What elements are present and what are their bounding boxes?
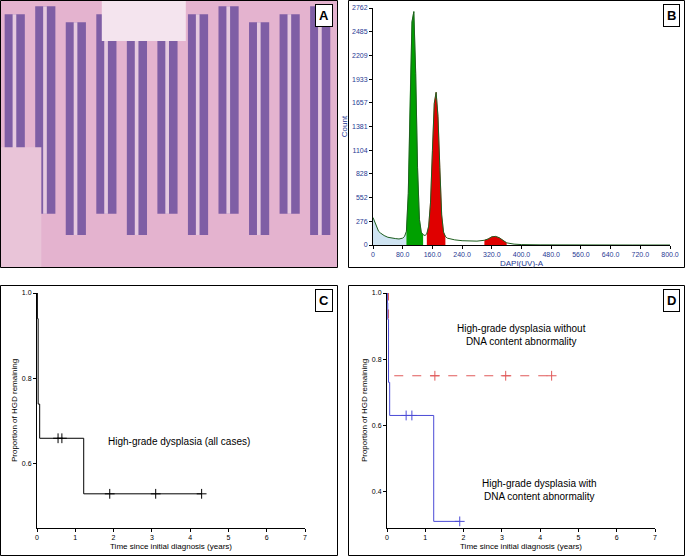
svg-text:6: 6 bbox=[615, 534, 619, 541]
svg-text:C: C bbox=[319, 293, 329, 308]
svg-text:276: 276 bbox=[356, 218, 368, 225]
svg-text:6: 6 bbox=[265, 534, 269, 541]
svg-text:480.0: 480.0 bbox=[542, 251, 560, 258]
svg-text:7: 7 bbox=[303, 534, 307, 541]
svg-text:High-grade dysplasia (all case: High-grade dysplasia (all cases) bbox=[108, 436, 250, 447]
svg-text:640.0: 640.0 bbox=[602, 251, 620, 258]
svg-text:2762: 2762 bbox=[352, 4, 368, 11]
svg-text:552: 552 bbox=[356, 194, 368, 201]
svg-text:High-grade dysplasia withDNA c: High-grade dysplasia withDNA content abn… bbox=[482, 478, 597, 502]
svg-text:400.0: 400.0 bbox=[513, 251, 531, 258]
svg-text:1657: 1657 bbox=[352, 99, 368, 106]
svg-text:0.4: 0.4 bbox=[372, 488, 382, 495]
svg-text:1381: 1381 bbox=[352, 123, 368, 130]
svg-text:3: 3 bbox=[500, 534, 504, 541]
svg-text:0: 0 bbox=[371, 251, 375, 258]
svg-text:Time since initial diagnosis (: Time since initial diagnosis (years) bbox=[110, 542, 232, 551]
svg-text:Count: Count bbox=[340, 115, 349, 137]
svg-text:0: 0 bbox=[35, 534, 39, 541]
svg-text:320.0: 320.0 bbox=[483, 251, 501, 258]
svg-text:DAPI(UV)-A: DAPI(UV)-A bbox=[500, 259, 544, 268]
svg-text:2485: 2485 bbox=[352, 28, 368, 35]
svg-text:5: 5 bbox=[226, 534, 230, 541]
svg-text:7: 7 bbox=[653, 534, 657, 541]
svg-text:Time since initial diagnosis (: Time since initial diagnosis (years) bbox=[460, 542, 582, 551]
svg-text:5: 5 bbox=[576, 534, 580, 541]
svg-text:160.0: 160.0 bbox=[424, 251, 442, 258]
svg-text:2: 2 bbox=[462, 534, 466, 541]
svg-text:2: 2 bbox=[112, 534, 116, 541]
svg-text:Proportion of HGD remaining: Proportion of HGD remaining bbox=[360, 359, 369, 462]
svg-text:Proportion of HGD remaining: Proportion of HGD remaining bbox=[10, 359, 19, 462]
svg-text:0.8: 0.8 bbox=[22, 375, 32, 382]
svg-text:0: 0 bbox=[385, 534, 389, 541]
svg-text:560.0: 560.0 bbox=[572, 251, 590, 258]
svg-text:0: 0 bbox=[364, 241, 368, 248]
svg-text:720.0: 720.0 bbox=[632, 251, 650, 258]
svg-text:0.6: 0.6 bbox=[22, 460, 32, 467]
svg-text:240.0: 240.0 bbox=[453, 251, 471, 258]
svg-text:1: 1 bbox=[423, 534, 427, 541]
svg-text:1.0: 1.0 bbox=[22, 289, 32, 296]
svg-text:0.6: 0.6 bbox=[372, 422, 382, 429]
svg-text:4: 4 bbox=[188, 534, 192, 541]
svg-text:D: D bbox=[667, 293, 676, 308]
svg-text:1104: 1104 bbox=[353, 147, 368, 154]
svg-text:80.0: 80.0 bbox=[396, 251, 410, 258]
svg-text:1933: 1933 bbox=[352, 76, 368, 83]
svg-text:High-grade dysplasia withoutDN: High-grade dysplasia withoutDNA content … bbox=[457, 323, 586, 347]
svg-text:2209: 2209 bbox=[352, 52, 368, 59]
svg-text:4: 4 bbox=[538, 534, 542, 541]
svg-text:0.8: 0.8 bbox=[372, 356, 382, 363]
svg-text:828: 828 bbox=[356, 170, 368, 177]
svg-text:B: B bbox=[667, 8, 676, 23]
svg-text:800.0: 800.0 bbox=[661, 251, 679, 258]
svg-text:A: A bbox=[319, 8, 329, 23]
svg-text:1: 1 bbox=[73, 534, 77, 541]
svg-text:3: 3 bbox=[150, 534, 154, 541]
svg-text:1.0: 1.0 bbox=[372, 289, 382, 296]
